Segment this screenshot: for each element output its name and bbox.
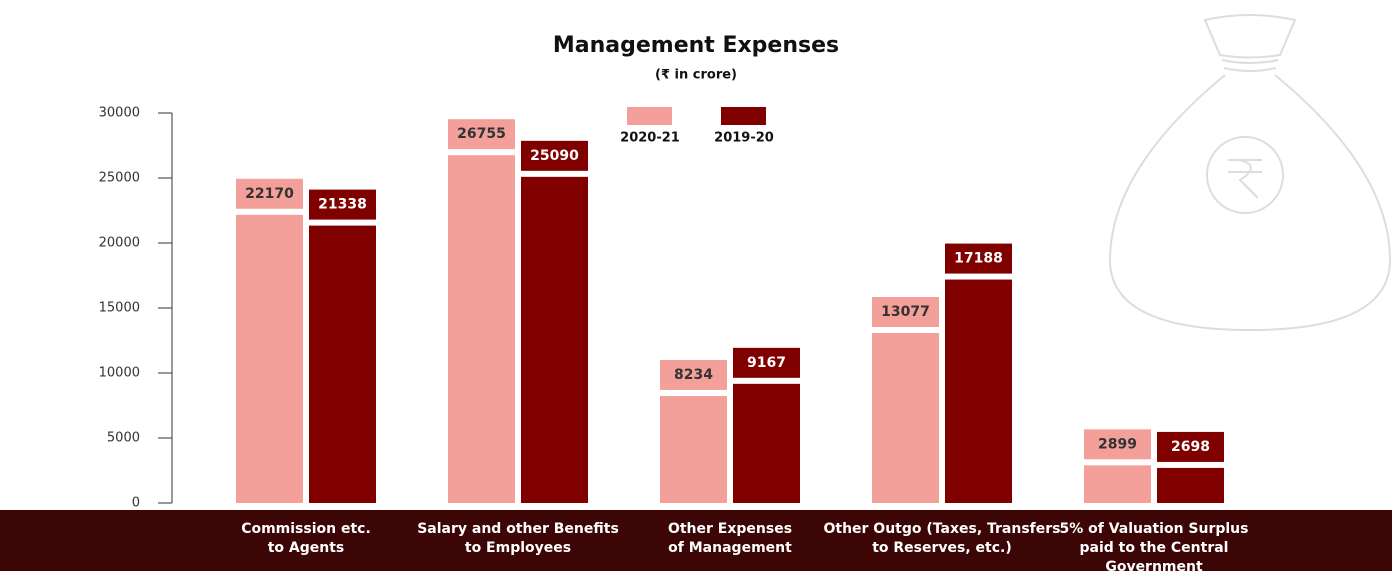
value-label-box xyxy=(945,243,1012,274)
y-tick-label: 0 xyxy=(132,496,140,511)
chart-subtitle: (₹ in crore) xyxy=(655,68,737,83)
y-tick-label: 15000 xyxy=(99,301,140,316)
bar xyxy=(448,155,515,503)
value-label-box xyxy=(1084,429,1151,460)
value-label-box xyxy=(872,296,939,327)
chart-title: Management Expenses xyxy=(553,33,839,58)
value-label-box xyxy=(448,119,515,150)
value-label-box xyxy=(1157,431,1224,462)
bar xyxy=(1157,467,1224,503)
legend-label: 2019-20 xyxy=(714,131,774,146)
bar xyxy=(309,225,376,503)
value-label-box xyxy=(521,140,588,171)
y-tick-label: 30000 xyxy=(99,106,140,121)
value-label-box xyxy=(660,359,727,390)
legend-swatch xyxy=(627,107,672,125)
bar xyxy=(660,395,727,503)
y-tick-label: 20000 xyxy=(99,236,140,251)
bar xyxy=(872,332,939,503)
x-tick-label: Other Outgo (Taxes, Transfers to Reserve… xyxy=(823,521,1061,556)
bar xyxy=(236,214,303,504)
category-band xyxy=(0,510,1392,571)
bar xyxy=(945,279,1012,503)
bar xyxy=(733,383,800,503)
value-label: 25090 xyxy=(530,148,579,164)
x-tick-label: Commission etc. to Agents xyxy=(241,521,371,556)
value-label-box xyxy=(236,178,303,209)
value-label: 9167 xyxy=(747,355,786,371)
y-tick-label: 25000 xyxy=(99,171,140,186)
value-label-box xyxy=(733,347,800,378)
value-label: 17188 xyxy=(954,251,1003,267)
value-label: 22170 xyxy=(245,186,294,202)
value-label: 21338 xyxy=(318,197,367,213)
x-tick-label: Other Expenses of Management xyxy=(667,521,793,556)
value-label-box xyxy=(309,189,376,220)
y-tick-label: 10000 xyxy=(99,366,140,381)
legend-swatch xyxy=(721,107,766,125)
value-label: 13077 xyxy=(881,304,930,320)
value-label: 2899 xyxy=(1098,436,1137,452)
bar xyxy=(521,176,588,503)
value-label: 2698 xyxy=(1171,439,1210,455)
value-label: 8234 xyxy=(674,367,713,383)
bar xyxy=(1084,465,1151,503)
x-tick-label: 5% of Valuation Surplus paid to the Cent… xyxy=(1059,521,1249,575)
value-label: 26755 xyxy=(457,126,506,142)
x-tick-label: Salary and other Benefits to Employees xyxy=(417,521,619,556)
y-tick-label: 5000 xyxy=(107,431,140,446)
legend-label: 2020-21 xyxy=(620,131,680,146)
money-bag-icon xyxy=(1108,14,1392,332)
